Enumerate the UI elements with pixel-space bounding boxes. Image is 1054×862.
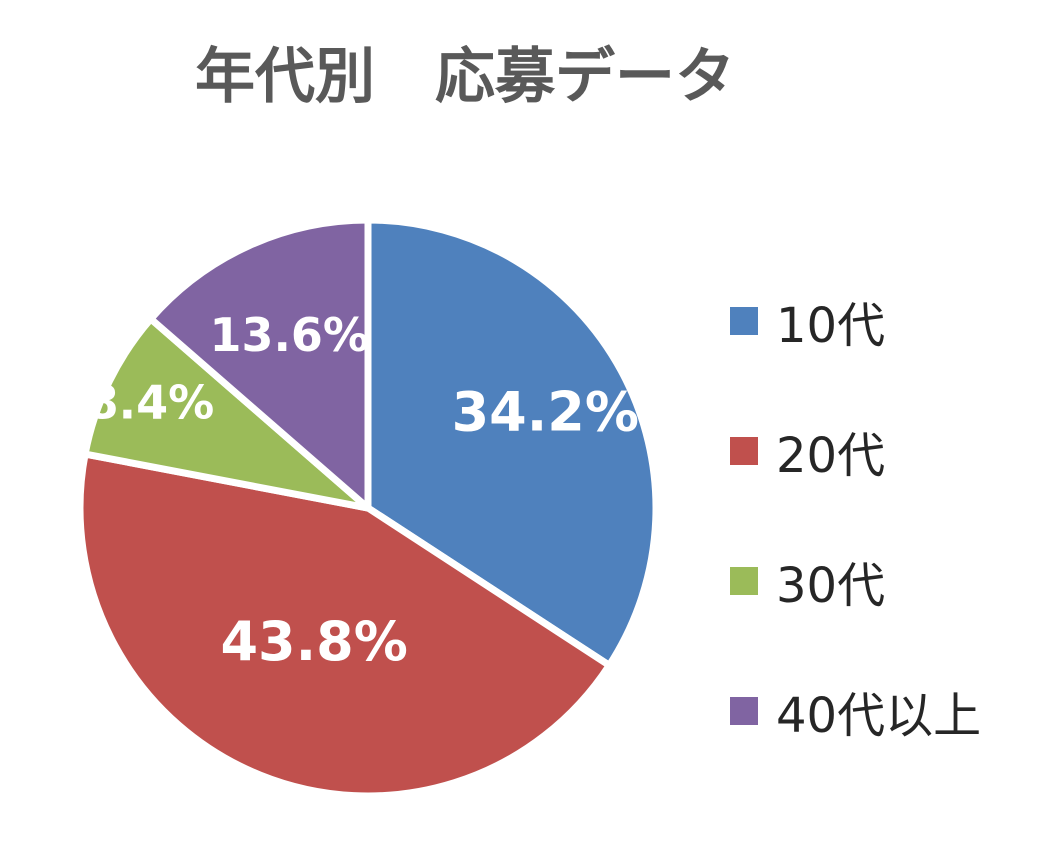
legend-item-30s: 30代 (730, 546, 885, 616)
legend-swatch-30s (730, 567, 758, 595)
legend-label-10s: 10代 (776, 298, 886, 354)
slice-label-40s-plus: 13.6% (209, 308, 369, 362)
legend-swatch-40s-plus (730, 697, 758, 725)
slice-label-20s: 43.8% (220, 610, 407, 673)
pie-slices (76, 216, 660, 800)
legend-label-20s: 20代 (776, 428, 886, 484)
legend-item-20s: 20代 (730, 416, 885, 486)
pie-slice-20s (76, 450, 613, 800)
legend-swatch-10s (730, 307, 758, 335)
slice-label-30s: 8.4% (87, 375, 215, 429)
pie-slice-40s-plus (147, 216, 372, 512)
legend-label-30s: 30代 (776, 558, 886, 614)
legend-label-40s-plus: 40代以上 (776, 688, 982, 744)
pie-labels: 34.2% 43.8% 8.4% 13.6% (87, 308, 639, 673)
legend-item-40s-plus: 40代以上 (730, 676, 981, 746)
legend-item-10s: 10代 (730, 286, 885, 356)
chart-title: 年代別 応募データ (195, 42, 735, 112)
slice-label-10s: 34.2% (452, 380, 639, 443)
pie-slice-30s (81, 315, 372, 512)
legend-swatch-20s (730, 437, 758, 465)
